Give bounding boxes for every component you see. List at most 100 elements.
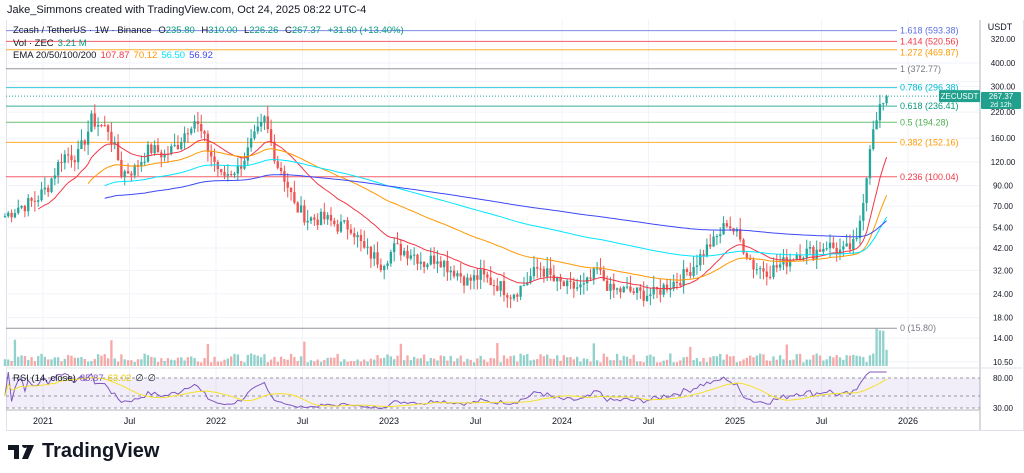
candle [486, 271, 489, 283]
rsi-label[interactable]: RSI (14, close) [13, 373, 76, 384]
candle-body [33, 200, 37, 202]
volume-bar [193, 357, 196, 366]
volume-bar [692, 360, 695, 366]
symbol-name[interactable]: Zcash / TetherUS · 1W · Binance [13, 25, 152, 36]
candle [216, 159, 220, 178]
candle-body [649, 294, 652, 296]
volume-bar [858, 356, 862, 366]
volume-bar [309, 360, 313, 366]
ema-label[interactable]: EMA 20/50/100/200 [13, 50, 97, 61]
candle [742, 238, 745, 255]
candle-body [552, 274, 556, 282]
candle [306, 209, 309, 231]
candle-body [70, 155, 73, 161]
volume-bar [868, 355, 872, 366]
candle [412, 247, 416, 266]
candle-body [259, 121, 263, 127]
credit-text: Jake_Simmons created with TradingView.co… [7, 4, 367, 16]
candle-body [625, 286, 629, 288]
volume-bar [615, 353, 619, 366]
candle [60, 153, 63, 172]
volume-bar [323, 360, 326, 366]
price-tag-symbol: ZECUSDT [941, 92, 979, 101]
time-tick-label: 2024 [552, 416, 572, 426]
candle-body [283, 171, 286, 182]
volume-bar [805, 359, 808, 366]
candle-body [479, 269, 482, 280]
candle-body [542, 268, 546, 277]
candle [356, 231, 359, 248]
volume-bar [452, 361, 456, 366]
candle [835, 242, 838, 262]
volume-bar [719, 353, 722, 366]
candle [110, 122, 113, 153]
candle-body [30, 198, 33, 201]
candle-body [446, 260, 449, 273]
price-tag [981, 92, 1021, 109]
volume-bar [722, 359, 725, 366]
candle-body [116, 142, 120, 161]
candle [612, 273, 615, 299]
candle-body [722, 223, 725, 235]
volume-bar [37, 356, 40, 366]
candle-body [286, 181, 289, 188]
candle [709, 234, 712, 250]
candle [479, 259, 482, 290]
candle-body [775, 265, 778, 268]
candle [200, 114, 203, 139]
volume-bar [110, 340, 113, 366]
candle [156, 138, 160, 153]
candle-body [788, 259, 792, 267]
price-tick-label: 10.50 [993, 358, 1014, 367]
volume-bar [509, 356, 512, 366]
volume-bar [622, 355, 625, 366]
candle-body [96, 125, 100, 127]
volume-label[interactable]: Vol · ZEC [13, 38, 54, 49]
price-tick-label: 220.00 [991, 108, 1016, 117]
candle [249, 129, 253, 152]
candle [326, 212, 329, 225]
price-chart[interactable]: USDT 320.00 400.00 300.00 220.00 160.00 120.00… [0, 0, 1024, 440]
candle [70, 144, 73, 168]
candle [808, 241, 812, 254]
low-value: 226.26 [249, 25, 279, 36]
candle [316, 213, 319, 230]
volume-bar [682, 357, 685, 366]
volume-bar [499, 362, 502, 366]
candle-body [266, 116, 269, 130]
volume-bar [27, 359, 30, 366]
volume-bar [815, 353, 818, 366]
candle-body [828, 242, 832, 249]
candle [722, 216, 725, 235]
candle-body [53, 175, 57, 179]
candle-body [452, 270, 456, 277]
candle [386, 260, 389, 270]
volume-bar [140, 359, 143, 366]
candle [702, 249, 705, 265]
candle-body [858, 220, 862, 238]
candle [23, 204, 27, 218]
candle-body [825, 248, 828, 250]
volume-bar [702, 357, 705, 366]
candle-body [798, 254, 802, 260]
candle-body [595, 268, 599, 270]
volume-bar [605, 356, 609, 366]
volume-bar [313, 361, 316, 366]
tradingview-logo[interactable]: TradingView [8, 440, 159, 463]
volume-bar [113, 358, 116, 366]
candle-body [403, 250, 406, 256]
candle-body [73, 160, 76, 163]
candle [266, 105, 269, 134]
volume-bar [256, 355, 259, 366]
candle [76, 140, 80, 170]
volume-bar [612, 360, 615, 366]
candle [86, 120, 90, 156]
candle [37, 195, 40, 207]
candle [183, 126, 186, 149]
price-tick-label: 120.00 [991, 158, 1016, 167]
candle-body [532, 267, 536, 277]
candle [499, 280, 502, 297]
candle [366, 238, 369, 255]
candle [566, 278, 569, 295]
candle-body [226, 174, 230, 176]
